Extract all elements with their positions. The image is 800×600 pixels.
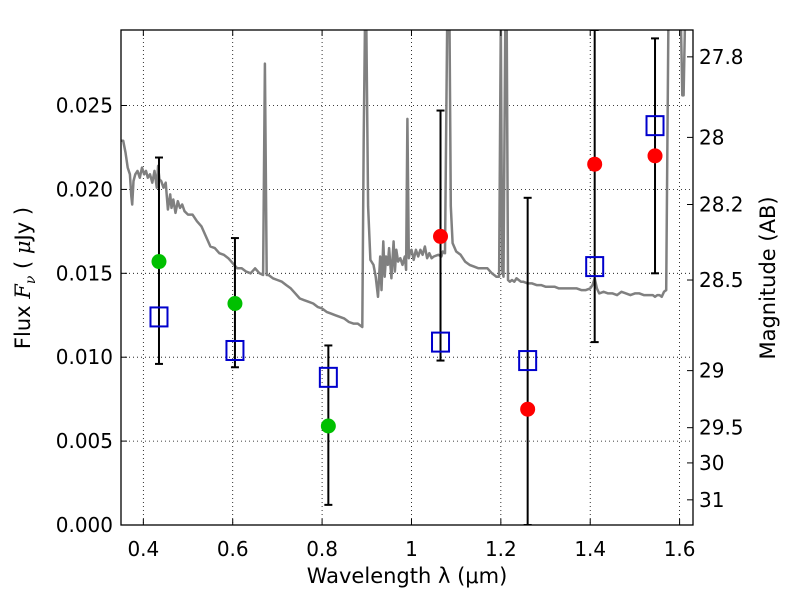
plot-frame xyxy=(120,29,694,526)
x-tick-label-1: 0.6 xyxy=(217,537,249,561)
model-point-0 xyxy=(149,306,169,328)
axis-ticks xyxy=(121,30,693,526)
x-tick-label-6: 1.6 xyxy=(664,537,696,561)
right-tick-label-6: 30 xyxy=(699,451,724,475)
model-point-3 xyxy=(431,331,451,353)
data-point-1-2 xyxy=(320,418,336,434)
data-point-1-1 xyxy=(227,296,243,312)
template-layer xyxy=(121,30,687,329)
marker-layer xyxy=(149,115,665,434)
x-tick-label-2: 0.8 xyxy=(306,537,338,561)
data-point-1-0 xyxy=(151,254,167,270)
y-tick-label-4: 0.020 xyxy=(56,177,113,201)
y-tick-label-0: 0.000 xyxy=(56,513,113,537)
y-tick-label-2: 0.010 xyxy=(56,345,113,369)
y-label-unit-mu: μ xyxy=(11,240,35,254)
y-tick-label-1: 0.005 xyxy=(56,429,113,453)
y-tick-label-5: 0.025 xyxy=(56,94,113,118)
data-point-2-1 xyxy=(520,401,536,417)
x-tick-label-5: 1.4 xyxy=(574,537,606,561)
model-point-5 xyxy=(585,256,605,278)
data-point-2-2 xyxy=(587,156,603,172)
right-tick-label-7: 31 xyxy=(699,488,724,512)
y-label-unit-open: ( xyxy=(11,254,35,276)
model-point-2 xyxy=(318,366,338,388)
y-label-unit-rest: Jy ) xyxy=(11,207,35,243)
data-point-2-3 xyxy=(647,148,663,164)
y-axis-label-left: Flux Fν ( μJy ) xyxy=(11,207,39,349)
y-label-prefix: Flux xyxy=(11,299,35,349)
right-tick-label-3: 28.5 xyxy=(699,268,744,292)
y-tick-label-3: 0.015 xyxy=(56,261,113,285)
y-label-subscript: ν xyxy=(23,275,39,284)
data-point-2-0 xyxy=(433,228,449,244)
x-axis-label: Wavelength λ (μm) xyxy=(307,564,508,588)
y-axis-label-right: Magnitude (AB) xyxy=(756,196,780,359)
x-tick-label-0: 0.4 xyxy=(127,537,159,561)
template-spectrum-line xyxy=(121,30,687,329)
model-point-6 xyxy=(645,115,665,137)
model-point-4 xyxy=(518,350,538,372)
x-tick-label-4: 1.2 xyxy=(485,537,517,561)
x-tick-label-3: 1 xyxy=(405,537,418,561)
tick-labels: 0.4 0.6 0.8 1 1.2 1.4 1.6 0.000 0.005 0.010 0.015 0… xyxy=(56,45,744,561)
right-tick-label-5: 29.5 xyxy=(699,416,744,440)
model-point-1 xyxy=(225,339,245,361)
right-tick-label-1: 28 xyxy=(699,125,724,149)
right-tick-label-0: 27.8 xyxy=(699,45,744,69)
right-tick-label-2: 28.2 xyxy=(699,193,744,217)
y-label-symbol: F xyxy=(11,283,35,300)
right-tick-label-4: 29 xyxy=(699,359,724,383)
